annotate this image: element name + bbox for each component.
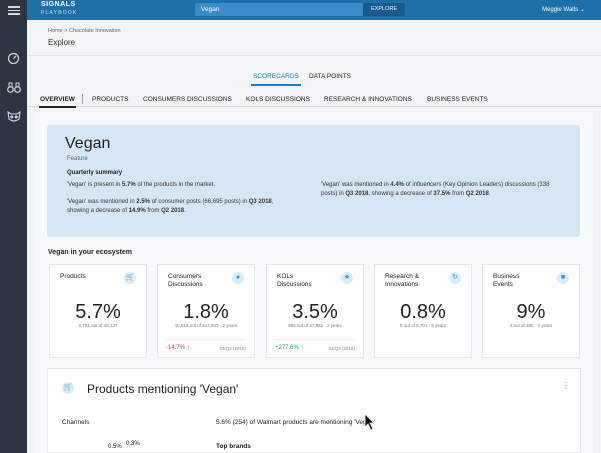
tab-data-points[interactable]: DATA POINTS <box>309 73 352 80</box>
gauge-icon[interactable] <box>6 51 21 66</box>
search-input[interactable]: Vegan <box>195 3 363 16</box>
top-bar: SIGNALS PLAYBOOK Vegan EXPLORE Meggie Wa… <box>27 0 601 20</box>
more-options-icon[interactable]: ⋮ <box>562 381 570 390</box>
change-positive: +277.6% ↑ <box>275 345 304 351</box>
card-subtext: 2,761 out of 48,137 <box>78 323 118 328</box>
chart-label: 0.3% <box>126 441 140 447</box>
feature-type: Feature <box>67 156 88 162</box>
quarterly-summary-label: Quarterly summary <box>67 170 123 176</box>
tab-consumers-discussions[interactable]: CONSUMERS DISCUSSIONS <box>143 96 232 103</box>
top-brands-label: Top brands <box>216 443 251 450</box>
summary-consumers: 'Vegan' was mentioned in 2.5% of consume… <box>67 199 274 214</box>
menu-icon[interactable] <box>6 3 21 18</box>
owl-icon[interactable] <box>6 109 21 124</box>
card-label: Products <box>60 273 86 280</box>
cart-icon: 🛒 <box>62 382 74 394</box>
breadcrumb[interactable]: Home > Chocolate Innovation <box>48 28 121 34</box>
products-mentioning-title: Products mentioning 'Vegan' <box>87 382 239 396</box>
card-business-events[interactable]: Business Events ■ 9% 4 out of 385 · 2 ye… <box>482 264 580 358</box>
tab-separator <box>82 94 83 104</box>
card-subtext: 10,816 out of 612,947 · 2 years <box>174 323 238 328</box>
divider <box>27 55 601 56</box>
logo-title[interactable]: SIGNALS <box>41 1 76 8</box>
mouse-cursor-icon <box>364 413 375 431</box>
explore-button[interactable]: EXPLORE <box>363 3 405 16</box>
feature-title: Vegan <box>65 135 111 152</box>
section-tabs: OVERVIEW PRODUCTS CONSUMERS DISCUSSIONS … <box>27 90 601 108</box>
chevron-down-icon: ⌄ <box>579 7 585 13</box>
summary-products: 'Vegan' is present in 5.7% of the produc… <box>67 182 216 188</box>
ecosystem-title: Vegan in your ecosystem <box>48 249 133 256</box>
refresh-icon: ↻ <box>449 272 461 284</box>
page-title: Explore <box>48 38 76 47</box>
card-products[interactable]: Products 🛒 5.7% 2,761 out of 48,137 <box>49 264 147 358</box>
tab-research-innovations[interactable]: RESEARCH & INNOVATIONS <box>324 96 412 103</box>
summary-kols: 'Vegan' was mentioned in 4.4% of influen… <box>321 182 550 197</box>
products-mentioning-card: 🛒 Products mentioning 'Vegan' ⋮ Channels… <box>47 368 581 453</box>
card-date: 03/Q2 (2018) <box>219 346 246 351</box>
card-value: 3.5% <box>292 301 338 323</box>
briefcase-icon: ■ <box>557 272 569 284</box>
user-name: Meggie Walts <box>542 7 579 13</box>
tab-products[interactable]: PRODUCTS <box>92 96 129 103</box>
tab-overview[interactable]: OVERVIEW <box>39 96 76 108</box>
card-value: 9% <box>516 301 546 323</box>
cart-icon: 🛒 <box>124 272 136 284</box>
card-label: KOLs Discussions <box>277 273 312 288</box>
channel-summary: 5.6% (254) of Walmart products are menti… <box>216 419 376 426</box>
card-label: Consumers Discussions <box>168 273 203 288</box>
card-label: Business Events <box>493 273 520 288</box>
card-subtext: 955 out of 27,982 · 2 years <box>288 323 342 328</box>
star-icon: ★ <box>341 272 353 284</box>
chat-icon: ● <box>232 272 244 284</box>
card-date: 03/Q2 (2018) <box>328 346 355 351</box>
tab-scorecards[interactable]: SCORECARDS <box>251 73 301 86</box>
card-value: 5.7% <box>75 301 121 323</box>
user-menu[interactable]: Meggie Walts ⌄ <box>542 6 585 13</box>
feature-summary-card: Vegan Feature Quarterly summary 'Vegan' … <box>47 125 580 237</box>
card-footer: +277.6% ↑ 03/Q2 (2018) <box>275 339 355 351</box>
tab-kols-discussions[interactable]: KOLS DISCUSSIONS <box>246 96 310 103</box>
left-rail <box>0 0 27 453</box>
channels-label: Channels <box>62 419 90 426</box>
binoculars-icon[interactable] <box>6 80 21 95</box>
card-consumers-discussions[interactable]: Consumers Discussions ● 1.8% 10,816 out … <box>157 264 255 358</box>
card-footer: -14.7% ↑ 03/Q2 (2018) <box>166 339 246 351</box>
card-subtext: 4 out of 385 · 2 years <box>509 323 553 328</box>
card-value: 1.8% <box>183 301 229 323</box>
card-label: Research & Innovations <box>385 273 419 288</box>
card-kols-discussions[interactable]: KOLs Discussions ★ 3.5% 955 out of 27,98… <box>266 264 364 358</box>
card-research-innovations[interactable]: Research & Innovations ↻ 0.8% 5 out of 5… <box>374 264 472 358</box>
card-subtext: 5 out of 5,701 · 5 years <box>399 323 447 328</box>
chart-label: 0.5% <box>108 444 122 450</box>
logo-subtitle: PLAYBOOK <box>41 10 78 16</box>
card-value: 0.8% <box>400 301 446 323</box>
tab-business-events[interactable]: BUSINESS EVENTS <box>427 96 488 103</box>
change-negative: -14.7% ↑ <box>166 345 190 351</box>
